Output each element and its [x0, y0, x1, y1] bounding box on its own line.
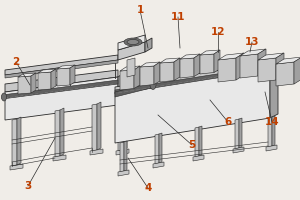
Text: 5: 5: [188, 140, 196, 150]
Polygon shape: [12, 119, 17, 166]
Polygon shape: [5, 60, 118, 78]
Polygon shape: [134, 66, 140, 88]
Polygon shape: [124, 141, 127, 171]
Polygon shape: [90, 149, 103, 155]
Polygon shape: [180, 58, 194, 78]
Polygon shape: [145, 38, 152, 52]
Ellipse shape: [265, 64, 271, 72]
Polygon shape: [127, 58, 135, 77]
Ellipse shape: [150, 80, 156, 90]
Polygon shape: [118, 104, 123, 151]
Text: 12: 12: [211, 27, 225, 37]
Polygon shape: [118, 42, 145, 60]
Polygon shape: [57, 68, 70, 86]
Polygon shape: [10, 164, 23, 170]
Text: 3: 3: [24, 181, 32, 191]
Polygon shape: [120, 66, 140, 71]
Ellipse shape: [2, 93, 7, 101]
Polygon shape: [272, 116, 275, 146]
Text: 11: 11: [171, 12, 185, 22]
Text: 14: 14: [265, 117, 279, 127]
Polygon shape: [239, 118, 242, 148]
Polygon shape: [5, 77, 118, 120]
Polygon shape: [115, 68, 270, 143]
Polygon shape: [51, 69, 56, 89]
Polygon shape: [233, 147, 244, 153]
Polygon shape: [268, 117, 272, 147]
Polygon shape: [5, 55, 118, 75]
Polygon shape: [218, 53, 244, 60]
Polygon shape: [17, 117, 21, 165]
Polygon shape: [120, 142, 124, 172]
Ellipse shape: [124, 38, 142, 46]
Polygon shape: [97, 102, 101, 150]
Polygon shape: [258, 53, 284, 60]
Polygon shape: [115, 82, 155, 97]
Polygon shape: [270, 64, 278, 118]
Polygon shape: [240, 49, 266, 56]
Polygon shape: [120, 70, 134, 90]
Polygon shape: [180, 54, 200, 59]
Polygon shape: [38, 69, 56, 73]
Polygon shape: [200, 50, 220, 55]
Polygon shape: [18, 73, 36, 77]
Polygon shape: [200, 54, 214, 74]
Polygon shape: [18, 76, 31, 94]
Polygon shape: [276, 53, 284, 80]
Polygon shape: [199, 126, 202, 156]
Polygon shape: [116, 149, 129, 155]
Polygon shape: [195, 127, 199, 157]
Polygon shape: [236, 53, 244, 80]
Polygon shape: [159, 133, 162, 163]
Polygon shape: [53, 155, 66, 161]
Polygon shape: [258, 58, 276, 82]
Polygon shape: [115, 62, 270, 93]
Polygon shape: [174, 58, 180, 80]
Ellipse shape: [263, 61, 273, 75]
Polygon shape: [118, 72, 125, 105]
Text: 4: 4: [144, 183, 152, 193]
Polygon shape: [57, 65, 75, 69]
Polygon shape: [92, 104, 97, 151]
Polygon shape: [118, 35, 145, 50]
Polygon shape: [140, 66, 154, 86]
Polygon shape: [60, 108, 64, 156]
Polygon shape: [214, 50, 220, 72]
Polygon shape: [240, 54, 258, 78]
Polygon shape: [276, 57, 300, 64]
Polygon shape: [118, 170, 129, 176]
Polygon shape: [55, 110, 60, 157]
Polygon shape: [5, 70, 118, 92]
Polygon shape: [266, 145, 277, 151]
Polygon shape: [194, 54, 200, 76]
Polygon shape: [160, 62, 174, 82]
Ellipse shape: [127, 40, 139, 45]
Text: 1: 1: [136, 5, 144, 15]
Polygon shape: [294, 57, 300, 84]
Polygon shape: [2, 80, 118, 99]
Text: 13: 13: [245, 37, 259, 47]
Polygon shape: [155, 134, 159, 164]
Polygon shape: [154, 62, 160, 84]
Polygon shape: [160, 58, 180, 63]
Polygon shape: [31, 73, 36, 93]
Polygon shape: [70, 65, 75, 85]
Polygon shape: [115, 66, 268, 94]
Polygon shape: [193, 155, 204, 161]
Polygon shape: [258, 49, 266, 76]
Polygon shape: [38, 72, 51, 90]
Polygon shape: [276, 62, 294, 86]
Polygon shape: [140, 62, 160, 67]
Text: 6: 6: [224, 117, 232, 127]
Polygon shape: [153, 162, 164, 168]
Polygon shape: [123, 102, 127, 150]
Polygon shape: [235, 119, 239, 149]
Text: 2: 2: [12, 57, 20, 67]
Polygon shape: [218, 58, 236, 82]
